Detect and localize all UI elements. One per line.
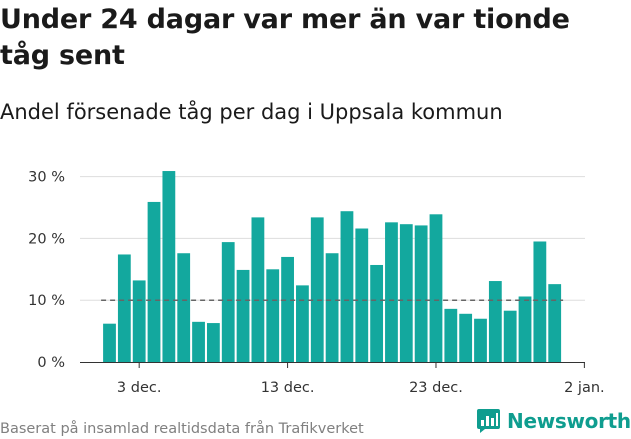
x-tick-label: 2 jan. (564, 380, 605, 396)
chart-subtitle: Andel försenade tåg per dag i Uppsala ko… (0, 100, 503, 124)
bar (177, 253, 191, 362)
y-tick-label: 30 % (28, 170, 65, 186)
bar (459, 313, 473, 362)
x-tick-label: 23 dec. (409, 380, 463, 396)
y-axis-ticks: 0 % 10 % 20 % 30 % (28, 170, 65, 371)
bar (429, 214, 443, 362)
bar (132, 280, 146, 362)
newsworthy-logo-icon (477, 409, 500, 433)
x-tick-label: 3 dec. (117, 380, 162, 396)
bar (474, 318, 487, 362)
bar (370, 264, 384, 362)
bar (162, 171, 176, 362)
bar (192, 321, 205, 362)
bar (103, 323, 116, 362)
bar (147, 201, 161, 362)
bars (103, 171, 562, 362)
bar (355, 228, 369, 362)
bar (117, 254, 131, 362)
bar (385, 222, 398, 362)
bar (236, 269, 250, 362)
bar (488, 281, 502, 362)
bar-chart: 0 % 10 % 20 % 30 % 3 dec. 13 dec. 23 dec. 2 ja… (28, 170, 605, 396)
x-tick-label: 13 dec. (261, 380, 315, 396)
x-axis-ticks: 3 dec. 13 dec. 23 dec. 2 jan. (117, 362, 605, 396)
bar (340, 211, 354, 362)
bar (296, 285, 309, 362)
brand-name: Newsworthy (507, 408, 631, 433)
bar (503, 310, 517, 362)
bar (533, 241, 547, 362)
bar (548, 284, 562, 362)
bar (414, 225, 428, 362)
brand-logo: Newsworthy (476, 408, 631, 433)
chart-title: Under 24 dagar var mer än var tionde tåg… (0, 4, 570, 71)
bar (444, 308, 458, 362)
bar (399, 224, 413, 362)
bar (325, 253, 339, 362)
bar (310, 217, 324, 362)
bar (281, 256, 294, 362)
bar (221, 242, 235, 362)
y-tick-label: 20 % (28, 231, 65, 247)
bar (251, 217, 265, 362)
bar (518, 296, 532, 362)
y-tick-label: 10 % (28, 293, 65, 309)
bar (266, 269, 280, 362)
y-tick-label: 0 % (37, 355, 65, 371)
bar (206, 323, 220, 362)
source-note: Baserat på insamlad realtidsdata från Tr… (0, 421, 364, 437)
